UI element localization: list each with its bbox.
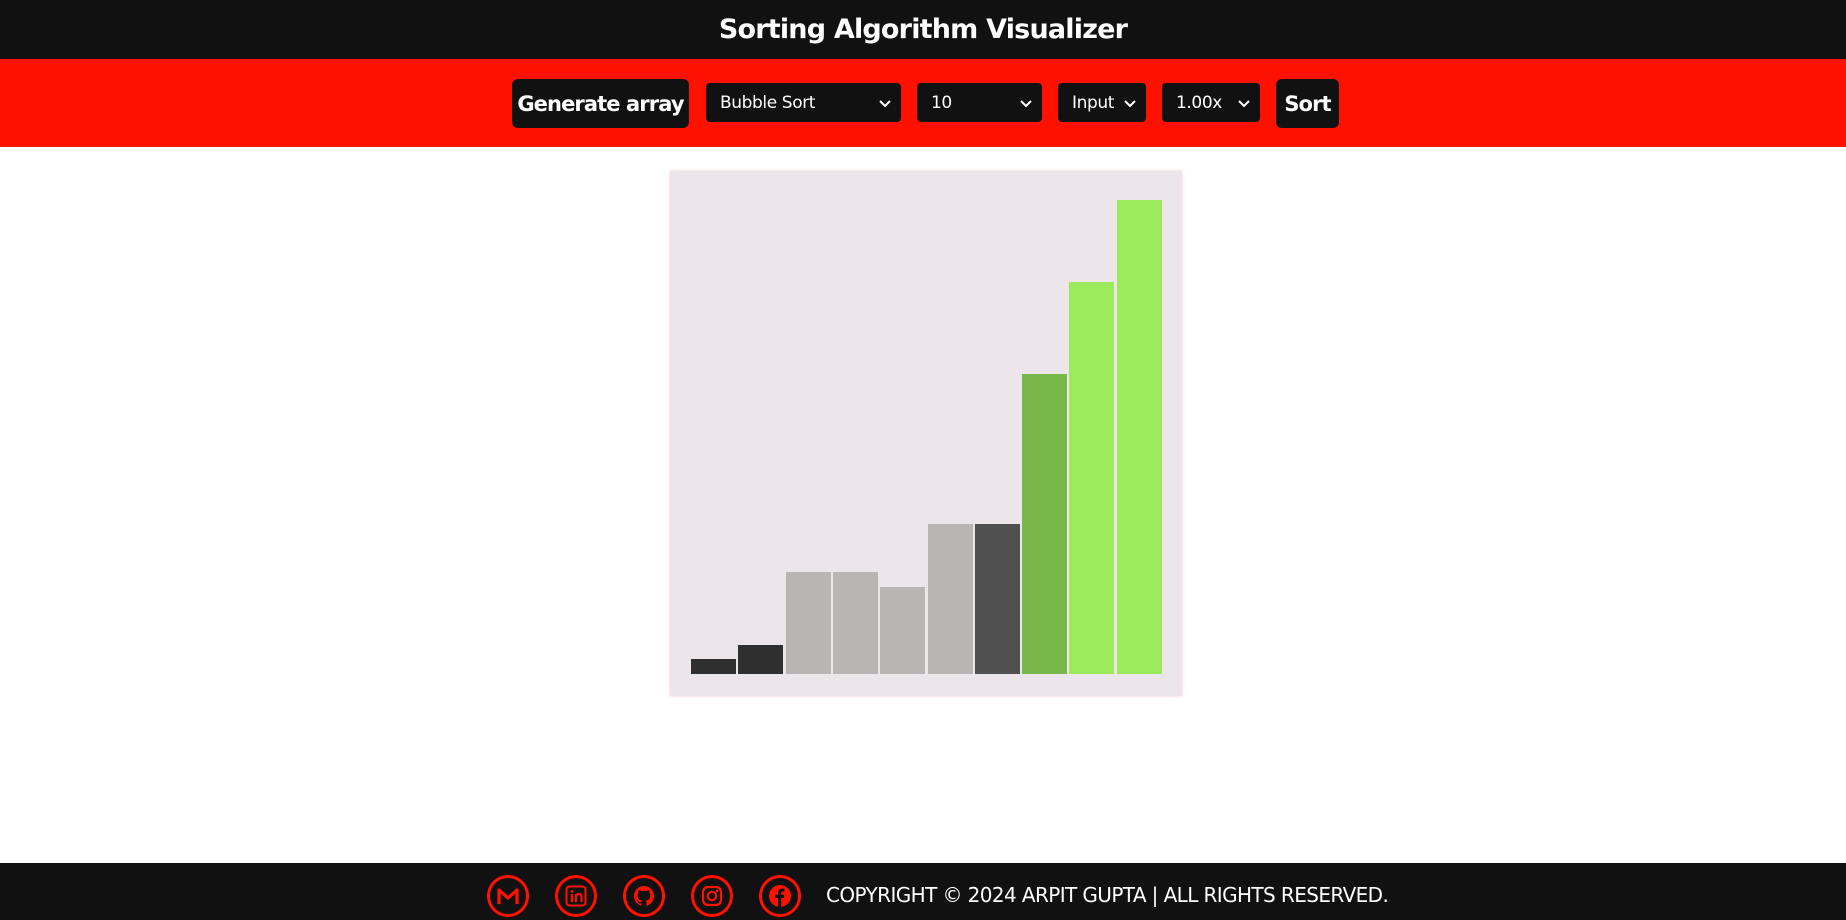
speed-select-value: 1.00x [1176, 92, 1222, 113]
toolbar: Generate array Bubble Sort 10 Input 1.00… [0, 59, 1846, 147]
copyright-text: COPYRIGHT © 2024 ARPIT GUPTA | ALL RIGHT… [826, 883, 1389, 907]
array-bar [1117, 200, 1162, 674]
array-size-select[interactable]: 10 [917, 83, 1042, 122]
input-mode-select[interactable]: Input [1058, 83, 1146, 122]
app-header: Sorting Algorithm Visualizer [0, 0, 1846, 59]
page-title: Sorting Algorithm Visualizer [718, 14, 1128, 45]
sort-button[interactable]: Sort [1276, 79, 1339, 128]
input-mode-select-value: Input [1072, 92, 1115, 113]
facebook-icon[interactable] [759, 875, 801, 917]
chevron-down-icon [1238, 99, 1250, 107]
github-icon[interactable] [623, 875, 665, 917]
generate-array-button[interactable]: Generate array [512, 79, 689, 128]
instagram-icon[interactable] [691, 875, 733, 917]
gmail-icon[interactable] [487, 875, 529, 917]
array-bar [786, 572, 831, 674]
array-bar [880, 587, 925, 674]
array-bar [975, 524, 1020, 674]
array-bar [738, 645, 783, 674]
array-bar [833, 572, 878, 674]
linkedin-icon[interactable] [555, 875, 597, 917]
array-bar [1069, 282, 1114, 674]
array-bar [928, 524, 973, 674]
chevron-down-icon [1124, 99, 1136, 107]
footer: COPYRIGHT © 2024 ARPIT GUPTA | ALL RIGHT… [0, 863, 1846, 920]
algorithm-select[interactable]: Bubble Sort [706, 83, 901, 122]
algorithm-select-value: Bubble Sort [720, 92, 816, 113]
array-bar [691, 659, 736, 674]
speed-select[interactable]: 1.00x [1162, 83, 1260, 122]
array-bars-chart [670, 171, 1182, 696]
chevron-down-icon [879, 99, 891, 107]
chevron-down-icon [1020, 99, 1032, 107]
array-bar [1022, 374, 1067, 674]
array-size-select-value: 10 [931, 92, 952, 113]
